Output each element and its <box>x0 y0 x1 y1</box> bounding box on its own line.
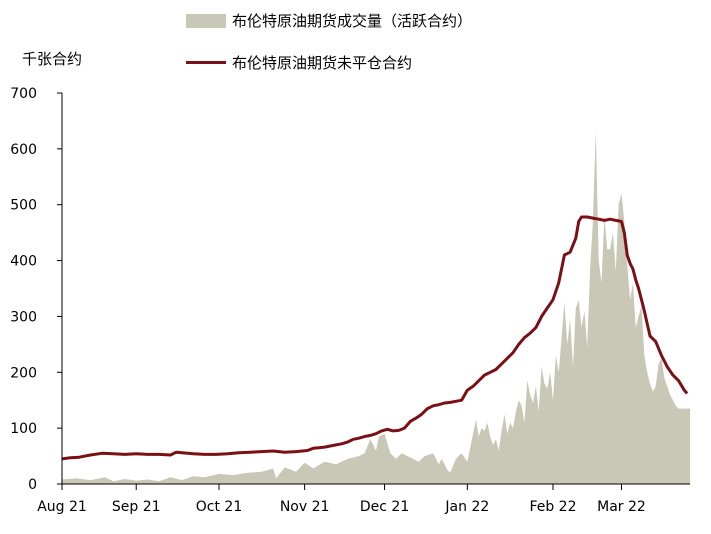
x-tick-label: Aug 21 <box>37 499 87 515</box>
x-tick-label: Dec 21 <box>360 499 409 515</box>
y-tick-label: 300 <box>10 309 37 325</box>
legend-label-volume: 布伦特原油期货成交量（活跃合约） <box>232 12 473 30</box>
legend-item-open-interest: 布伦特原油期货未平仓合约 <box>186 52 412 73</box>
legend-label-open-interest: 布伦特原油期货未平仓合约 <box>232 54 413 72</box>
legend-item-volume: 布伦特原油期货成交量（活跃合约） <box>186 10 472 31</box>
y-tick-label: 100 <box>10 421 37 437</box>
x-tick-label: Oct 21 <box>196 499 242 515</box>
y-axis-label: 千张合约 <box>22 50 83 68</box>
series-open-interest-line <box>61 215 689 461</box>
y-tick-label: 600 <box>10 142 37 158</box>
x-tick-label: Nov 21 <box>280 499 330 515</box>
series-volume-area <box>62 129 690 484</box>
x-tick-label: Jan 22 <box>444 499 489 515</box>
legend-swatch-open-interest <box>186 61 226 64</box>
y-tick-label: 200 <box>10 365 37 381</box>
legend-swatch-volume <box>186 13 226 28</box>
y-tick-label: 0 <box>28 477 37 493</box>
x-tick-label: Mar 22 <box>597 499 646 515</box>
x-tick-label: Sep 21 <box>112 499 161 515</box>
y-tick-label: 700 <box>10 86 37 102</box>
y-tick-label: 500 <box>10 198 37 214</box>
y-tick-label: 400 <box>10 254 37 270</box>
x-tick-label: Feb 22 <box>529 499 576 515</box>
